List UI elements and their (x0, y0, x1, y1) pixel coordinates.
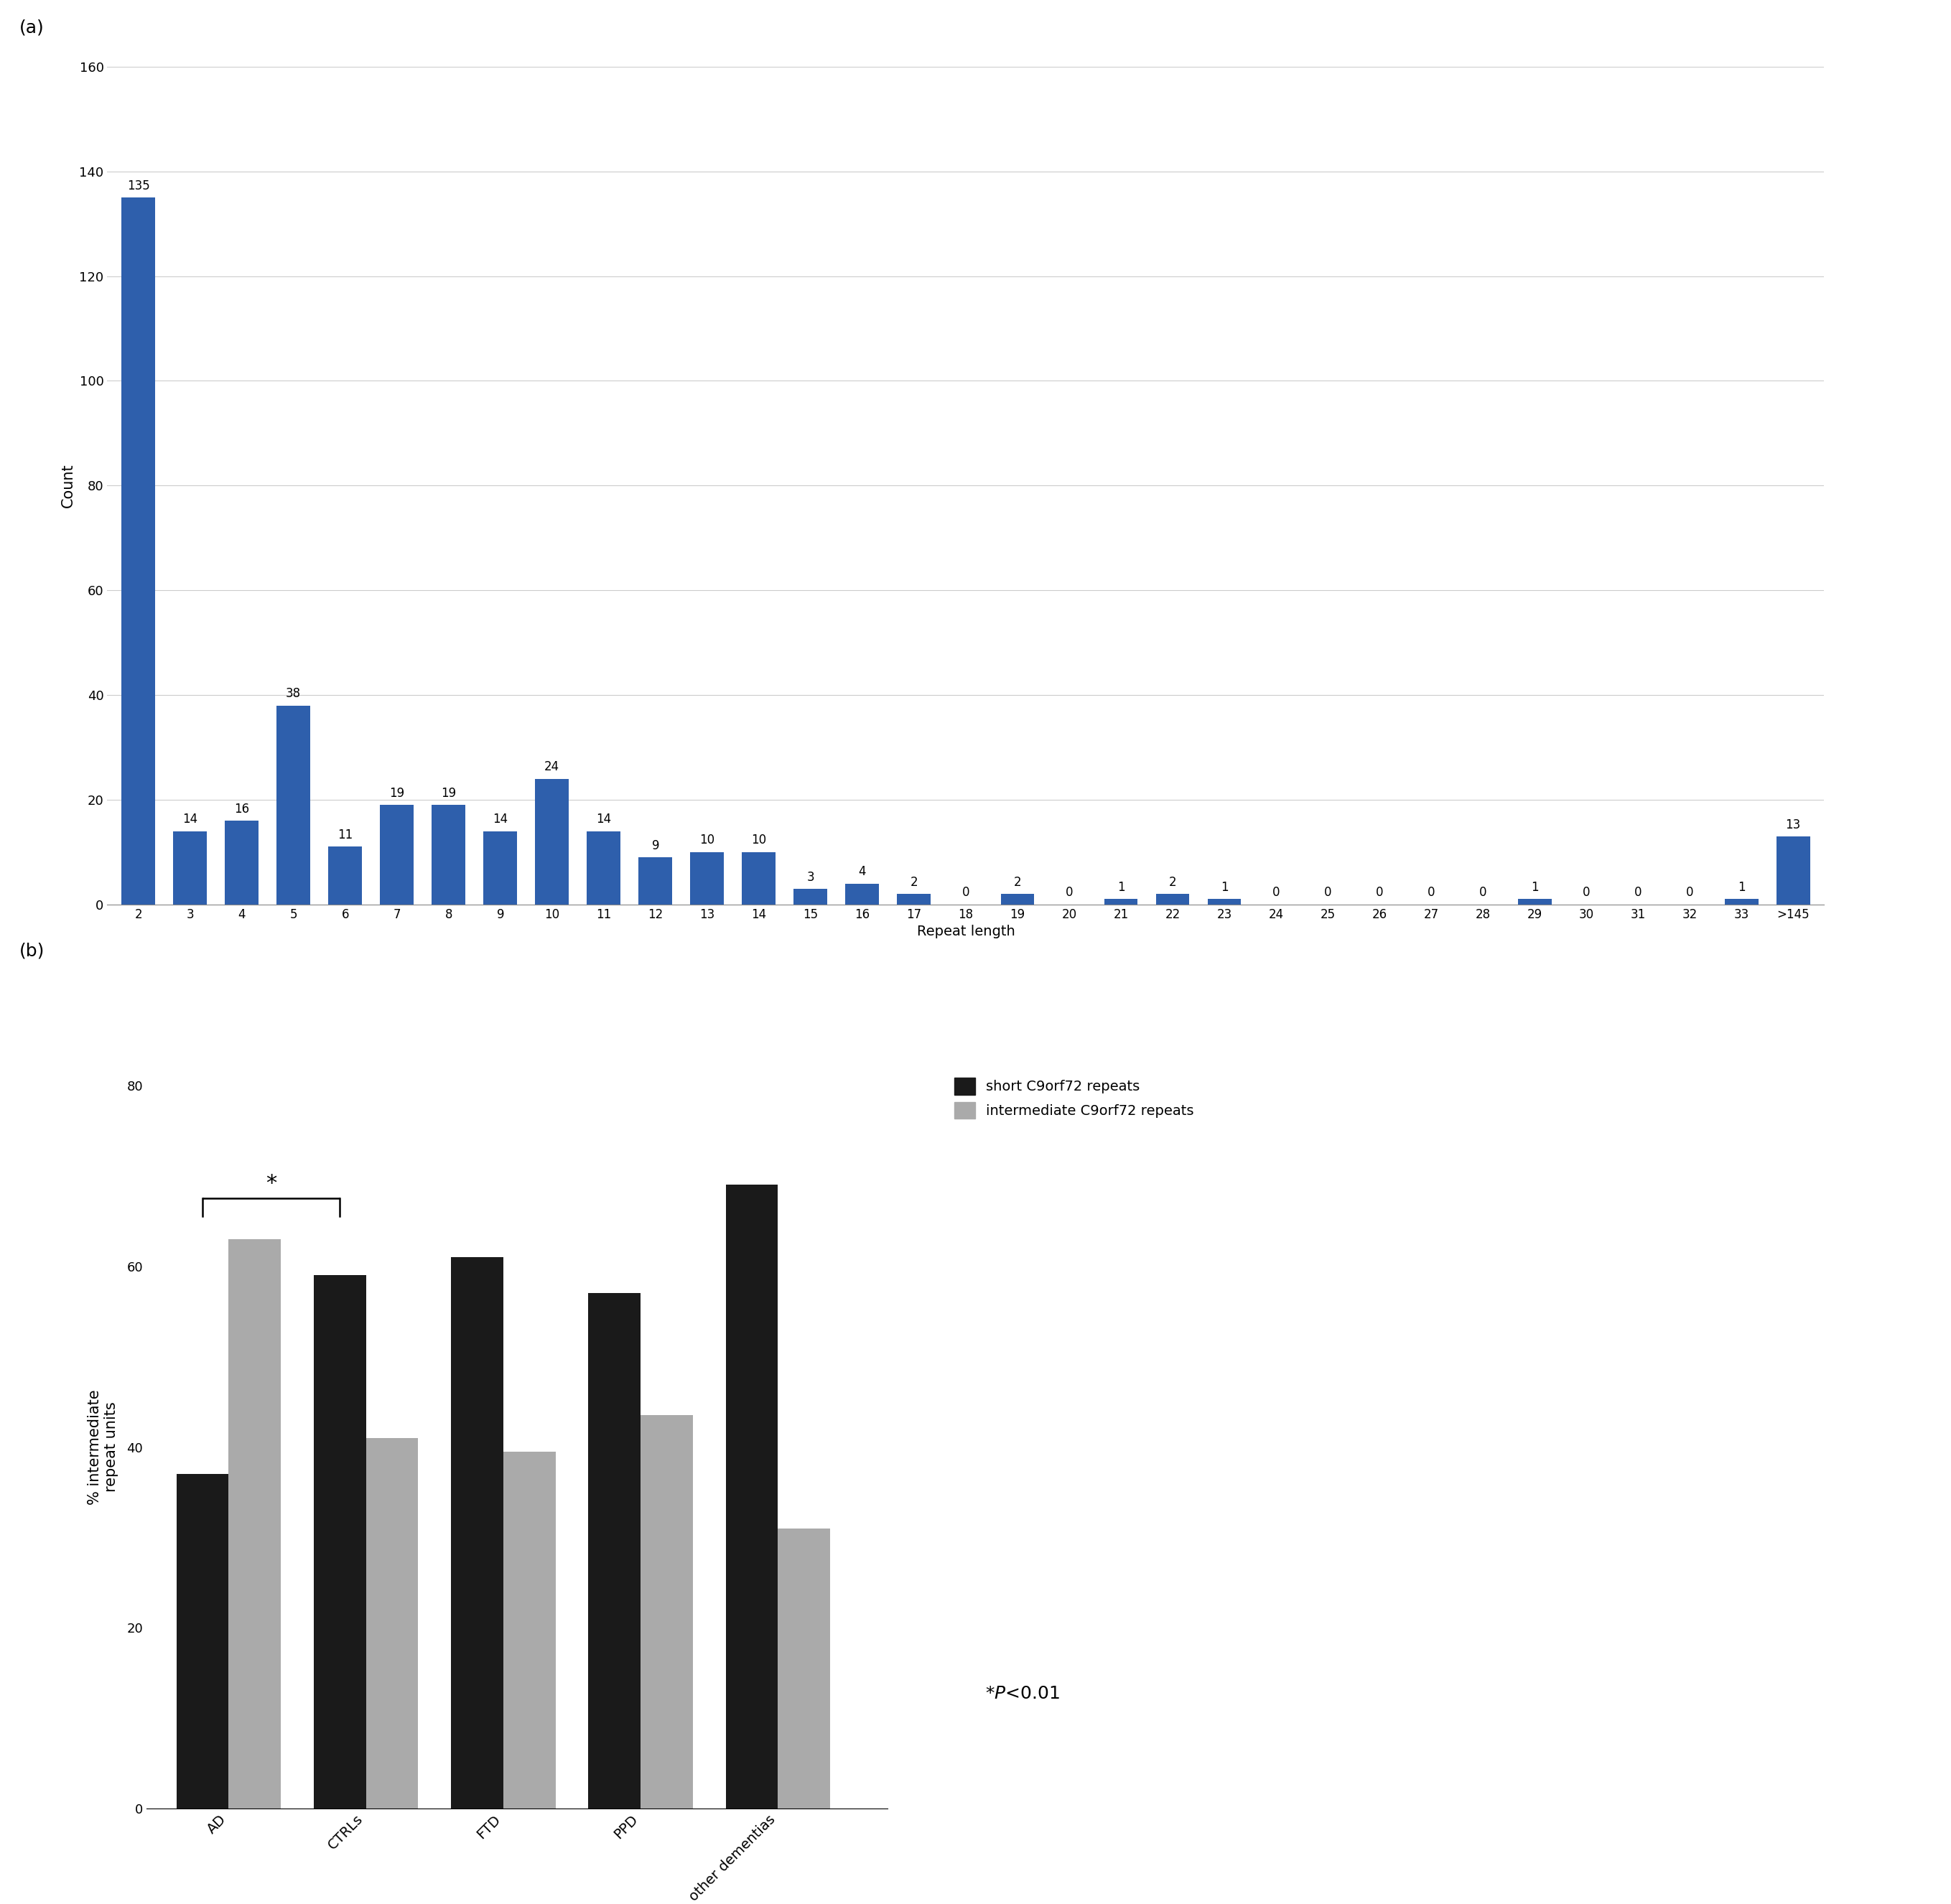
Bar (224, 821, 259, 904)
Text: 16: 16 (234, 802, 250, 815)
Bar (367, 1438, 418, 1809)
Bar (587, 830, 620, 904)
Text: 14: 14 (597, 813, 611, 826)
Text: 9: 9 (652, 840, 659, 853)
Text: 2: 2 (911, 876, 917, 889)
Bar (174, 830, 207, 904)
Text: 11: 11 (338, 828, 353, 842)
Text: 0: 0 (1325, 885, 1331, 899)
Text: 19: 19 (390, 786, 404, 800)
Text: (a): (a) (20, 19, 45, 36)
Text: 24: 24 (544, 760, 560, 773)
Text: 2: 2 (1015, 876, 1020, 889)
Bar (638, 857, 673, 904)
Bar (1208, 899, 1241, 904)
Text: 1: 1 (1221, 882, 1227, 895)
Text: 1: 1 (1118, 882, 1124, 895)
Y-axis label: % intermediate
repeat units: % intermediate repeat units (88, 1390, 119, 1504)
Text: 0: 0 (1635, 885, 1643, 899)
Bar (1775, 836, 1811, 904)
Bar (431, 805, 466, 904)
Legend: short C9orf72 repeats, intermediate C9orf72 repeats: short C9orf72 repeats, intermediate C9or… (954, 1078, 1194, 1120)
Text: 1: 1 (1738, 882, 1746, 895)
Bar (228, 1240, 281, 1809)
Text: 10: 10 (751, 834, 767, 847)
Bar (277, 704, 310, 904)
Bar (535, 779, 570, 904)
X-axis label: Repeat length: Repeat length (917, 925, 1015, 939)
Text: (b): (b) (20, 942, 45, 960)
Bar (328, 847, 363, 904)
Text: 0: 0 (1065, 885, 1073, 899)
Bar (121, 198, 156, 904)
Bar (503, 1451, 556, 1809)
Bar (640, 1415, 693, 1809)
Text: $*\mathit{P}$<0.01: $*\mathit{P}$<0.01 (985, 1685, 1059, 1702)
Bar (741, 853, 776, 904)
Text: 14: 14 (494, 813, 507, 826)
Bar (845, 883, 880, 904)
Text: 0: 0 (1375, 885, 1383, 899)
Text: 4: 4 (858, 864, 866, 878)
Text: 0: 0 (1479, 885, 1487, 899)
Bar (1155, 895, 1190, 904)
Bar (484, 830, 517, 904)
Bar (451, 1257, 503, 1809)
Bar (726, 1184, 778, 1809)
Bar (1104, 899, 1137, 904)
Bar (778, 1529, 829, 1809)
Bar (380, 805, 414, 904)
Bar (1518, 899, 1551, 904)
Text: 14: 14 (183, 813, 197, 826)
Bar (589, 1293, 640, 1809)
Bar (176, 1474, 228, 1809)
Text: 0: 0 (1428, 885, 1434, 899)
Text: 2: 2 (1169, 876, 1176, 889)
Bar (794, 889, 827, 904)
Bar (1001, 895, 1034, 904)
Text: 0: 0 (962, 885, 970, 899)
Bar (314, 1276, 367, 1809)
Bar (897, 895, 931, 904)
Text: 0: 0 (1686, 885, 1693, 899)
Text: 1: 1 (1532, 882, 1539, 895)
Text: 38: 38 (287, 687, 300, 701)
Text: 0: 0 (1272, 885, 1280, 899)
Text: 0: 0 (1582, 885, 1590, 899)
Text: *: * (265, 1173, 277, 1194)
Text: 3: 3 (808, 870, 814, 883)
Bar (1725, 899, 1758, 904)
Bar (691, 853, 724, 904)
Text: 10: 10 (700, 834, 714, 847)
Text: 19: 19 (441, 786, 457, 800)
Text: 13: 13 (1785, 819, 1801, 830)
Text: 135: 135 (127, 179, 150, 192)
Y-axis label: Count: Count (60, 463, 76, 508)
